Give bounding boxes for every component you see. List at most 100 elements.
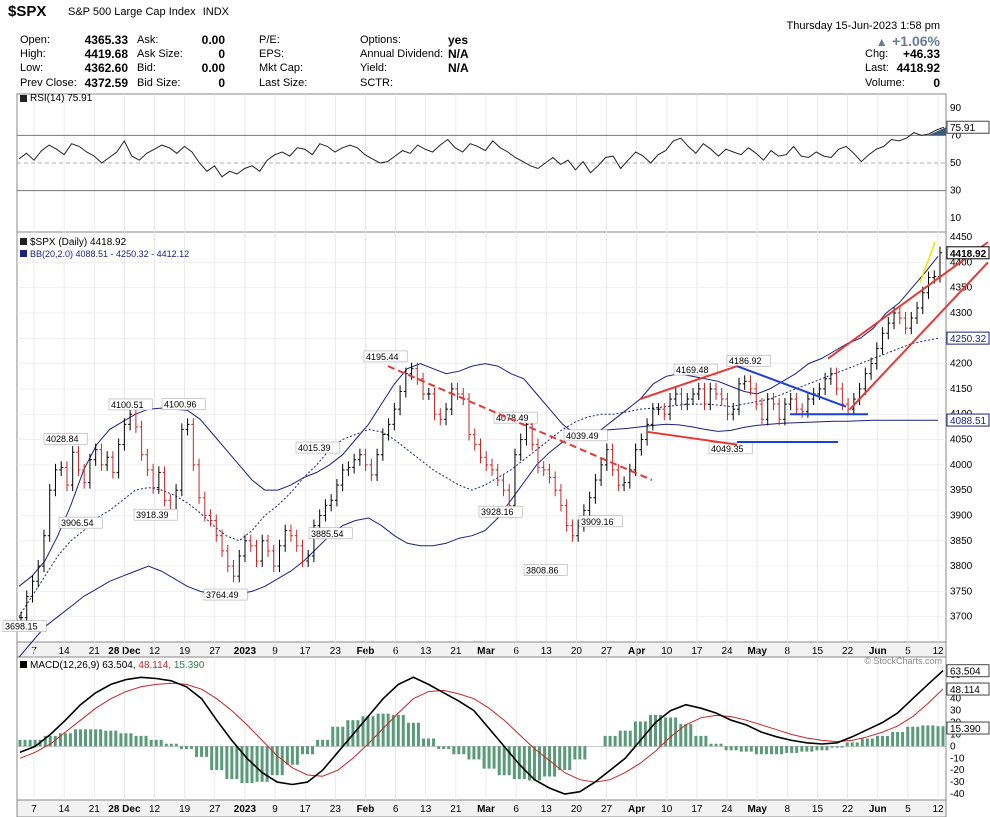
macd-histogram-bar	[129, 733, 133, 747]
macd-histogram-bar	[89, 729, 93, 747]
price-bar	[294, 529, 299, 552]
x-tick-label: 8	[785, 804, 791, 815]
macd-histogram-bar	[845, 742, 849, 747]
mid-fields-label: Bid Size:	[137, 77, 181, 89]
macd-histogram-bar	[119, 733, 123, 747]
macd-histogram-bar	[921, 725, 925, 747]
macd-histogram-bar	[800, 746, 804, 752]
price-bar	[47, 484, 52, 542]
price-bar	[265, 534, 270, 557]
price-bar	[87, 453, 92, 489]
rsi-y-tick: 30	[950, 186, 962, 197]
price-annotation: 4169.48	[676, 365, 709, 375]
macd-histogram-bar	[220, 746, 224, 770]
macd-y-tick: 40	[950, 694, 962, 705]
price-bar	[610, 443, 615, 476]
macd-histogram-bar	[33, 739, 37, 747]
x-axis-band-1	[16, 641, 947, 658]
price-bar	[340, 463, 345, 492]
price-bar	[593, 473, 598, 504]
macd-histogram-bar	[386, 713, 390, 747]
price-y-tick: 4350	[950, 283, 973, 294]
price-bar	[759, 398, 764, 426]
price-bar	[179, 423, 184, 497]
macd-histogram-bar	[18, 739, 22, 747]
price-bar	[105, 451, 110, 471]
right-fields-label: Annual Dividend:	[360, 48, 444, 60]
macd-histogram-bar	[744, 746, 748, 752]
price-annotation: 3909.16	[581, 517, 614, 527]
price-bar	[662, 403, 667, 421]
quote-datetime: Thursday 15-Jun-2023 1:58 pm	[786, 20, 940, 32]
macd-histogram-bar	[321, 739, 325, 747]
price-y-tick: 4400	[950, 257, 973, 268]
price-bar	[903, 311, 908, 335]
mid-fields-value: 0	[218, 47, 225, 61]
price-bar	[673, 387, 678, 406]
macd-histogram-bar	[689, 724, 693, 747]
price-annotation: 3918.39	[136, 510, 169, 520]
price-bar	[133, 408, 138, 433]
price-bar	[501, 473, 506, 497]
right-fields-label: Yield:	[360, 62, 388, 74]
macd-histogram-bar	[154, 739, 158, 747]
rsi-line	[18, 126, 945, 178]
macd-histogram-bar	[144, 735, 148, 747]
macd-histogram-bar	[139, 735, 143, 747]
x-tick-label: 21	[89, 804, 101, 815]
price-bar	[874, 342, 879, 370]
macd-histogram-bar	[840, 746, 844, 748]
macd-histogram-bar	[159, 739, 163, 747]
price-bar	[713, 382, 718, 401]
price-bar	[36, 560, 41, 588]
price-annotation-box	[108, 398, 153, 411]
price-annotation: 4049.35	[711, 444, 744, 454]
price-bar	[122, 418, 127, 451]
price-bar	[869, 357, 874, 380]
macd-histogram-bar	[250, 746, 254, 784]
left-fields-value: 4362.60	[84, 61, 128, 75]
macd-histogram-bar	[764, 746, 768, 755]
macd-histogram-bar	[114, 730, 118, 747]
mid-fields-value: 0.00	[201, 61, 225, 75]
macd-histogram-bar	[366, 716, 370, 747]
bollinger-legend: BB(20,2.0) 4088.51 - 4250.32 - 4412.12	[30, 249, 189, 259]
price-annotation: 3698.15	[5, 622, 38, 632]
x-tick-label: 12	[932, 804, 944, 815]
macd-histogram-bar	[875, 735, 879, 747]
macd-histogram-bar	[830, 746, 834, 748]
price-bar	[352, 453, 357, 474]
price-bar	[702, 382, 707, 411]
price-y-tick: 4200	[950, 359, 973, 370]
ticker-symbol[interactable]: $SPX	[8, 3, 47, 20]
price-bar	[765, 392, 770, 426]
macd-histogram-bar	[759, 746, 763, 755]
price-bar	[128, 408, 133, 431]
x-tick-label: 19	[179, 804, 191, 815]
price-bar	[70, 446, 75, 492]
macd-histogram-bar	[305, 746, 309, 755]
x-tick-label: 5	[905, 804, 911, 815]
price-bar	[438, 408, 443, 426]
macd-histogram-bar	[492, 746, 496, 769]
price-bar	[334, 479, 339, 507]
mid-fields-label: Bid:	[137, 62, 156, 74]
right-fields-label: SCTR:	[360, 77, 393, 89]
price-bar	[375, 448, 380, 482]
macd-histogram-bar	[437, 746, 441, 749]
macd-histogram-bar	[785, 746, 789, 753]
price-bar	[553, 471, 558, 497]
price-bar	[834, 367, 839, 395]
macd-histogram-bar	[543, 746, 547, 777]
macd-histogram-bar	[638, 721, 642, 747]
macd-histogram-bar	[805, 746, 809, 752]
price-bar	[794, 392, 799, 416]
price-y-tick: 4050	[950, 435, 973, 446]
macd-histogram-bar	[210, 746, 214, 770]
up-arrow-icon: ▲	[875, 35, 888, 49]
macd-line	[19, 670, 944, 795]
macd-histogram-bar	[331, 726, 335, 747]
price-bar	[685, 392, 690, 411]
macd-histogram-bar	[502, 746, 506, 776]
